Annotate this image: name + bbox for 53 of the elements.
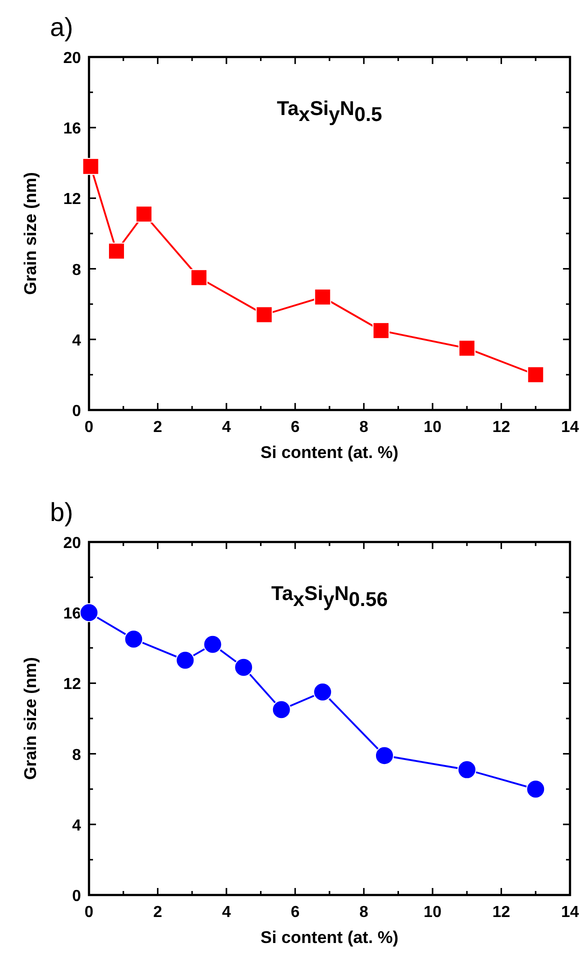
x-tick-label: 6 bbox=[290, 419, 300, 436]
y-tick-label: 20 bbox=[63, 535, 82, 552]
chart-title: a) bbox=[50, 12, 74, 42]
point bbox=[313, 682, 332, 702]
point bbox=[372, 322, 390, 340]
point bbox=[374, 746, 394, 766]
x-axis-title: Si content (at. %) bbox=[260, 443, 398, 462]
point bbox=[124, 630, 144, 649]
point bbox=[234, 658, 254, 677]
x-tick-label: 8 bbox=[359, 419, 368, 436]
y-tick-label: 12 bbox=[63, 191, 82, 208]
point bbox=[190, 269, 208, 286]
y-tick-label: 4 bbox=[72, 332, 82, 350]
y-tick-label: 12 bbox=[63, 676, 82, 694]
point bbox=[457, 760, 476, 780]
point bbox=[135, 206, 152, 223]
x-axis-title: Si content (at. %) bbox=[260, 928, 398, 947]
y-tick-label: 8 bbox=[72, 262, 82, 279]
y-axis-title: Grain size (nm) bbox=[21, 657, 40, 780]
x-tick-label: 2 bbox=[153, 419, 162, 436]
y-tick-label: 16 bbox=[63, 606, 82, 623]
point bbox=[458, 340, 476, 357]
x-tick-label: 12 bbox=[492, 419, 510, 436]
y-tick-label: 20 bbox=[63, 50, 82, 67]
y-tick-label: 16 bbox=[63, 120, 82, 138]
point bbox=[108, 242, 125, 260]
y-tick-label: 0 bbox=[72, 888, 82, 905]
x-tick-label: 14 bbox=[561, 904, 579, 921]
x-tick-label: 10 bbox=[424, 419, 442, 436]
x-tick-label: 4 bbox=[222, 419, 231, 436]
x-tick-label: 0 bbox=[84, 419, 94, 436]
x-tick-label: 2 bbox=[153, 904, 162, 921]
point bbox=[272, 700, 291, 720]
chart-title: b) bbox=[50, 497, 74, 527]
point bbox=[82, 158, 100, 175]
x-tick-label: 14 bbox=[561, 419, 579, 436]
x-tick-label: 8 bbox=[359, 904, 368, 921]
x-tick-label: 12 bbox=[492, 904, 510, 921]
x-tick-label: 6 bbox=[290, 904, 300, 921]
y-axis-title: Grain size (nm) bbox=[21, 172, 40, 295]
point bbox=[527, 366, 544, 384]
x-tick-label: 10 bbox=[424, 904, 442, 921]
point bbox=[176, 650, 195, 670]
point bbox=[203, 634, 222, 654]
x-tick-label: 0 bbox=[84, 904, 94, 921]
point bbox=[526, 780, 546, 799]
y-tick-label: 4 bbox=[72, 817, 82, 834]
y-tick-label: 0 bbox=[72, 403, 82, 420]
point bbox=[80, 603, 98, 622]
x-tick-label: 4 bbox=[222, 904, 231, 921]
point bbox=[256, 306, 273, 324]
point bbox=[314, 288, 332, 306]
y-tick-label: 8 bbox=[72, 746, 82, 764]
